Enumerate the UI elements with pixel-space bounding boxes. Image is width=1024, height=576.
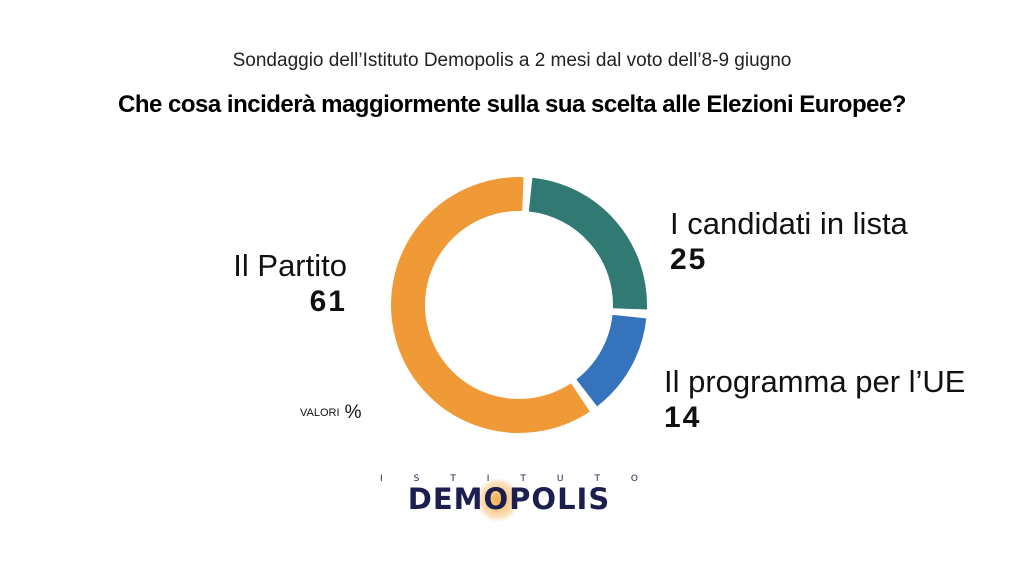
logo-glow bbox=[476, 478, 520, 522]
logo-letter: I bbox=[380, 474, 383, 484]
donut-slice-il-partito bbox=[391, 177, 590, 433]
logo-letter: T bbox=[520, 474, 526, 484]
label-programma-value: 14 bbox=[664, 401, 702, 434]
label-candidati-name: I candidati in lista bbox=[670, 206, 908, 241]
logo-letter: O bbox=[630, 474, 638, 484]
label-candidati-value: 25 bbox=[670, 243, 708, 276]
unit-label: VALORI bbox=[300, 407, 340, 419]
logo-letter: I bbox=[486, 474, 490, 484]
demopolis-logo: I S T I T U T O DEMOPOLIS bbox=[380, 474, 638, 522]
label-il-partito: Il Partito 61 bbox=[150, 248, 347, 320]
label-il-partito-value: 61 bbox=[309, 285, 347, 318]
logo-letter: T bbox=[594, 474, 600, 484]
label-programma: Il programma per l’UE 14 bbox=[664, 364, 965, 436]
chart-title: Che cosa inciderà maggiormente sulla sua… bbox=[118, 91, 906, 118]
label-il-partito-name: Il Partito bbox=[233, 248, 347, 283]
logo-wordmark: DEMOPOLIS bbox=[407, 482, 611, 516]
unit-symbol: % bbox=[344, 402, 362, 423]
logo-letter: S bbox=[413, 474, 420, 484]
logo-letter: U bbox=[556, 474, 564, 484]
label-programma-name: Il programma per l’UE bbox=[664, 364, 966, 399]
logo-tagline: I S T I T U T O bbox=[380, 474, 638, 484]
donut-slice-il-programma-per-l-ue bbox=[575, 314, 647, 407]
donut-slice-i-candidati-in-lista bbox=[528, 177, 647, 310]
chart-subtitle: Sondaggio dell’Istituto Demopolis a 2 me… bbox=[232, 50, 792, 71]
logo-letter: T bbox=[450, 474, 456, 484]
unit-note: VALORI % bbox=[300, 402, 362, 424]
label-candidati: I candidati in lista 25 bbox=[670, 206, 908, 278]
